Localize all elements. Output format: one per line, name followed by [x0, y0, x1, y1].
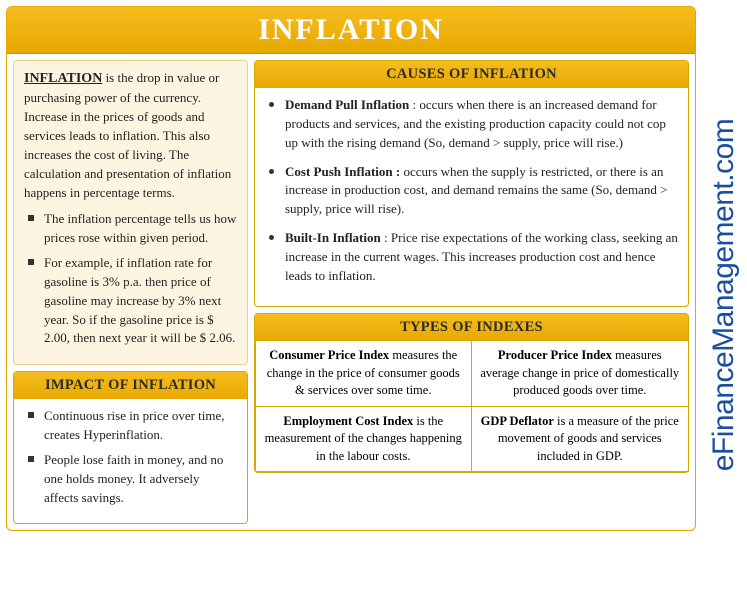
index-cell: GDP Deflator is a measure of the price m… [471, 406, 689, 473]
index-name: Employment Cost Index [283, 414, 413, 428]
causes-body: Demand Pull Inflation : occurs when ther… [255, 88, 688, 306]
indexes-grid: Consumer Price Index measures the change… [255, 341, 688, 472]
watermark: eFinanceManagement.com [707, 119, 741, 472]
impact-header: IMPACT OF INFLATION [14, 372, 247, 399]
cause-name: Cost Push Inflation : [285, 164, 400, 179]
list-item: Cost Push Inflation : occurs when the su… [269, 163, 678, 220]
causes-list: Demand Pull Inflation : occurs when ther… [265, 96, 678, 286]
index-name: Consumer Price Index [269, 348, 389, 362]
indexes-box: TYPES OF INDEXES Consumer Price Index me… [254, 313, 689, 473]
content-area: INFLATION is the drop in value or purcha… [7, 54, 695, 530]
causes-box: CAUSES OF INFLATION Demand Pull Inflatio… [254, 60, 689, 307]
main-title: INFLATION [7, 7, 695, 54]
indexes-header: TYPES OF INDEXES [255, 314, 688, 341]
definition-bullets: The inflation percentage tells us how pr… [24, 210, 237, 348]
definition-text: is the drop in value or purchasing power… [24, 70, 231, 200]
left-column: INFLATION is the drop in value or purcha… [13, 60, 248, 524]
list-item: For example, if inflation rate for gasol… [28, 254, 237, 348]
definition-box: INFLATION is the drop in value or purcha… [13, 60, 248, 365]
index-cell: Consumer Price Index measures the change… [255, 340, 473, 407]
index-name: Producer Price Index [498, 348, 612, 362]
impact-box: IMPACT OF INFLATION Continuous rise in p… [13, 371, 248, 524]
cause-sep: : [409, 97, 419, 112]
cause-name: Built-In Inflation [285, 230, 381, 245]
causes-header: CAUSES OF INFLATION [255, 61, 688, 88]
index-cell: Producer Price Index measures average ch… [471, 340, 689, 407]
index-name: GDP Deflator [481, 414, 554, 428]
infographic-container: INFLATION INFLATION is the drop in value… [6, 6, 696, 531]
cause-sep: : [381, 230, 391, 245]
impact-bullets: Continuous rise in price over time, crea… [24, 407, 237, 507]
impact-body: Continuous rise in price over time, crea… [14, 399, 247, 523]
list-item: The inflation percentage tells us how pr… [28, 210, 237, 248]
list-item: Built-In Inflation : Price rise expectat… [269, 229, 678, 286]
list-item: Demand Pull Inflation : occurs when ther… [269, 96, 678, 153]
list-item: People lose faith in money, and no one h… [28, 451, 237, 508]
index-cell: Employment Cost Index is the measurement… [255, 406, 473, 473]
right-column: CAUSES OF INFLATION Demand Pull Inflatio… [254, 60, 689, 524]
list-item: Continuous rise in price over time, crea… [28, 407, 237, 445]
definition-term: INFLATION [24, 71, 102, 86]
cause-name: Demand Pull Inflation [285, 97, 409, 112]
